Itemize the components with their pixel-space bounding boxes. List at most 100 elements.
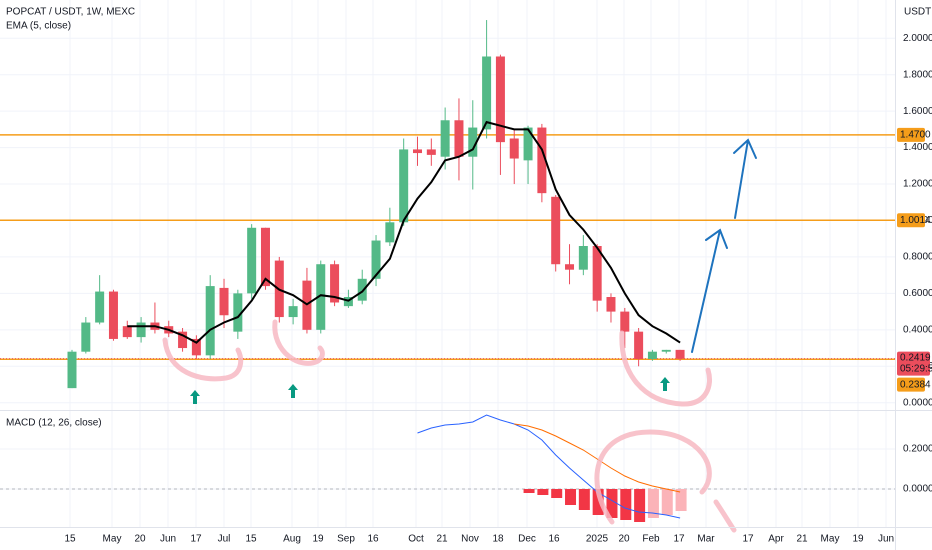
candle-body [426,149,436,155]
level-label: 1.4700 [900,129,931,140]
candle-body [565,264,575,270]
histogram-bar [675,489,687,511]
marks [67,20,687,522]
x-tick-label: 20 [618,534,630,545]
chart-title: POPCAT / USDT, 1W, MEXC [6,7,135,18]
x-tick-label: Feb [642,534,660,545]
y-tick-label: 0.2000 [903,444,932,455]
x-tick-label: Jun [878,534,894,545]
projection-arrows [691,138,757,353]
candle-body [620,311,630,332]
level-label-box [897,127,925,142]
y-tick-label: 1.6000 [903,106,932,117]
histogram-bar [647,489,659,518]
signal-arrows [190,377,670,404]
x-tick-label: 15 [245,534,257,545]
indicator-label: EMA (5, close) [6,21,71,32]
x-tick-label: Dec [518,534,536,545]
x-tick-label: 19 [312,534,324,545]
candle-body [288,306,298,318]
histogram-bar [620,489,632,520]
candle-body [606,297,616,312]
level-label-box [897,377,925,392]
up-arrow [660,377,670,391]
projection-arrow [733,138,757,219]
candle-body [413,149,422,154]
x-tick-label: 17 [673,534,685,545]
x-tick-label: 16 [548,534,560,545]
x-tick-label: Jul [218,534,231,545]
candle-body [371,240,381,279]
level-label: 0.2384 [900,379,931,390]
x-tick-label: May [821,534,840,545]
candle-body [495,56,505,143]
candle-body [330,264,340,303]
axis-unit: USDT [904,7,931,18]
y-tick-label: 2.0000 [903,33,932,44]
x-tick-label: 21 [796,534,808,545]
candle-body [537,127,547,194]
countdown-label: 05:29:50 [900,363,932,374]
candle-body [316,264,326,330]
signal-line [514,423,681,493]
indicator-label: MACD (12, 26, close) [6,418,102,429]
level-label-box [897,213,925,228]
highlight-curve [272,319,325,366]
candle-body [592,246,602,301]
x-tick-label: Oct [408,534,424,545]
histogram-bar [523,489,535,493]
candle-body [247,227,257,294]
candle-body [468,127,478,157]
x-tick-label: 17 [742,534,754,545]
histogram-bar [578,489,590,510]
x-tick-label: 16 [367,534,379,545]
candle-body [260,227,270,287]
hand-drawings [162,319,737,533]
histogram-bar [551,489,563,498]
candle-body [399,149,409,223]
candle-body [233,293,243,332]
x-tick-label: Mar [697,534,715,545]
y-tick-label: 0.0000 [903,484,932,495]
histogram-bar [606,489,618,518]
x-tick-label: 20 [134,534,146,545]
candle-body [523,127,533,161]
candle-body [191,338,201,356]
x-tick-label: Nov [461,534,479,545]
grid [0,0,895,527]
candle-body [219,287,229,316]
candle-body [385,222,395,243]
projection-arrow [691,228,728,353]
y-tick-label: 0.4000 [903,324,932,335]
candle-body [357,278,367,301]
candle-body [578,246,588,270]
candle-body [661,349,671,352]
level-label: 1.0014 [900,215,931,226]
candle-body [675,349,685,359]
candle-body [509,138,519,159]
candle-body [122,326,132,338]
x-tick-label: Apr [768,534,784,545]
x-tick-label: Jun [160,534,176,545]
candle-body [440,120,450,157]
y-tick-label: 0.8000 [903,252,932,263]
x-tick-label: 2025 [586,534,609,545]
last-price-label: 0.2419 [900,352,931,363]
highlight-curve [594,429,737,533]
candle-body [205,286,215,356]
highlight-curve [619,330,712,407]
x-tick-label: 18 [492,534,504,545]
y-tick-label: 0.6000 [903,288,932,299]
candle-body [136,322,146,338]
y-tick-label: 1.4000 [903,142,932,153]
candle-body [81,322,91,352]
candle-body [647,351,657,359]
x-tick-label: Sep [337,534,355,545]
histogram-bar [537,489,549,495]
x-tick-label: 19 [852,534,864,545]
x-tick-label: 21 [436,534,448,545]
candle-body [178,331,188,349]
candle-body [454,120,464,157]
